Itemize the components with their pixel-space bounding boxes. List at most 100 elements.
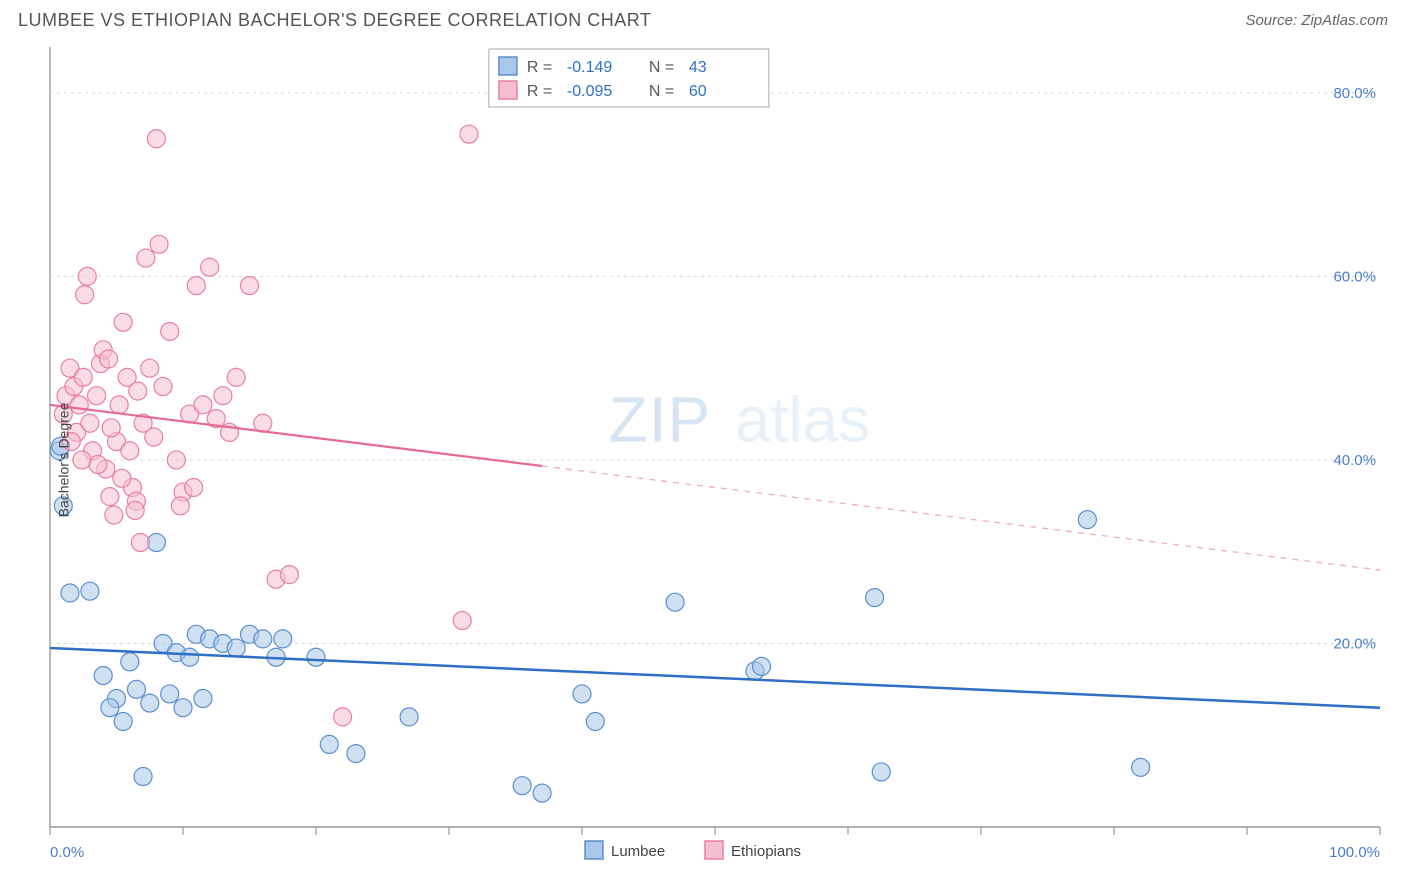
y-axis-label: Bachelor's Degree	[55, 403, 71, 518]
scatter-point	[101, 699, 119, 717]
scatter-point	[174, 699, 192, 717]
scatter-point	[137, 249, 155, 267]
scatter-point	[1078, 511, 1096, 529]
header: LUMBEE VS ETHIOPIAN BACHELOR'S DEGREE CO…	[0, 0, 1406, 37]
scatter-point	[307, 648, 325, 666]
scatter-point	[167, 451, 185, 469]
scatter-point	[161, 322, 179, 340]
scatter-point	[280, 566, 298, 584]
scatter-point	[171, 497, 189, 515]
scatter-point	[666, 593, 684, 611]
scatter-point	[78, 267, 96, 285]
y-tick-label: 40.0%	[1333, 452, 1376, 469]
scatter-point	[102, 419, 120, 437]
regression-line	[50, 648, 1380, 708]
scatter-chart: 20.0% 40.0% 60.0% 80.0% ZIP atlas R = -0.149 N =…	[0, 37, 1406, 883]
legend-r-value: -0.149	[567, 59, 612, 76]
scatter-point	[141, 694, 159, 712]
scatter-point	[347, 745, 365, 763]
scatter-point	[201, 258, 219, 276]
scatter-point	[89, 456, 107, 474]
scatter-point	[194, 690, 212, 708]
svg-text:atlas: atlas	[735, 384, 870, 456]
legend-n-label: N =	[649, 59, 674, 76]
scatter-point	[121, 653, 139, 671]
legend-n-label: N =	[649, 83, 674, 100]
scatter-point	[194, 396, 212, 414]
scatter-point	[866, 589, 884, 607]
chart-title: LUMBEE VS ETHIOPIAN BACHELOR'S DEGREE CO…	[18, 10, 651, 31]
scatter-point	[101, 488, 119, 506]
scatter-point	[100, 350, 118, 368]
scatter-point	[74, 368, 92, 386]
chart-container: Bachelor's Degree 20.0% 40.0% 60.0% 80.0% ZI…	[0, 37, 1406, 883]
scatter-point	[113, 469, 131, 487]
scatter-point	[147, 130, 165, 148]
scatter-point	[460, 125, 478, 143]
scatter-point	[114, 712, 132, 730]
scatter-point	[181, 648, 199, 666]
scatter-point	[400, 708, 418, 726]
scatter-point	[154, 378, 172, 396]
series-swatch	[705, 841, 723, 859]
scatter-point	[254, 630, 272, 648]
scatter-point	[753, 657, 771, 675]
series-swatch	[585, 841, 603, 859]
scatter-point	[147, 534, 165, 552]
scatter-point	[127, 680, 145, 698]
scatter-point	[573, 685, 591, 703]
scatter-point	[70, 396, 88, 414]
series-label: Lumbee	[611, 843, 665, 860]
scatter-point	[241, 277, 259, 295]
series-label: Ethiopians	[731, 843, 801, 860]
scatter-point	[274, 630, 292, 648]
y-tick-label: 60.0%	[1333, 268, 1376, 285]
legend-n-value: 60	[689, 83, 707, 100]
scatter-point	[187, 277, 205, 295]
y-tick-label: 20.0%	[1333, 635, 1376, 652]
scatter-point	[533, 784, 551, 802]
legend-r-label: R =	[527, 59, 552, 76]
scatter-point	[105, 506, 123, 524]
scatter-point	[73, 451, 91, 469]
scatter-point	[129, 382, 147, 400]
scatter-point	[94, 667, 112, 685]
svg-text:ZIP: ZIP	[609, 384, 712, 456]
scatter-point	[185, 478, 203, 496]
scatter-point	[110, 396, 128, 414]
x-min-label: 0.0%	[50, 844, 84, 861]
scatter-point	[150, 235, 168, 253]
legend-r-label: R =	[527, 83, 552, 100]
x-max-label: 100.0%	[1329, 844, 1380, 861]
scatter-point	[872, 763, 890, 781]
watermark: ZIP atlas	[609, 384, 871, 456]
scatter-point	[61, 584, 79, 602]
scatter-point	[81, 414, 99, 432]
scatter-point	[453, 612, 471, 630]
legend-n-value: 43	[689, 59, 707, 76]
scatter-point	[114, 313, 132, 331]
scatter-point	[126, 501, 144, 519]
scatter-point	[227, 368, 245, 386]
scatter-point	[214, 387, 232, 405]
scatter-point	[161, 685, 179, 703]
scatter-point	[81, 582, 99, 600]
source-label: Source: ZipAtlas.com	[1245, 12, 1388, 29]
scatter-point	[320, 735, 338, 753]
legend-swatch	[499, 81, 517, 99]
scatter-point	[1132, 758, 1150, 776]
scatter-point	[227, 639, 245, 657]
scatter-point	[121, 442, 139, 460]
y-tick-label: 80.0%	[1333, 85, 1376, 102]
scatter-point	[513, 777, 531, 795]
legend-swatch	[499, 57, 517, 75]
scatter-point	[141, 359, 159, 377]
scatter-point	[88, 387, 106, 405]
scatter-point	[586, 712, 604, 730]
regression-line-extrap	[542, 466, 1380, 570]
scatter-point	[145, 428, 163, 446]
legend-r-value: -0.095	[567, 83, 612, 100]
scatter-point	[131, 534, 149, 552]
scatter-point	[134, 768, 152, 786]
scatter-point	[76, 286, 94, 304]
